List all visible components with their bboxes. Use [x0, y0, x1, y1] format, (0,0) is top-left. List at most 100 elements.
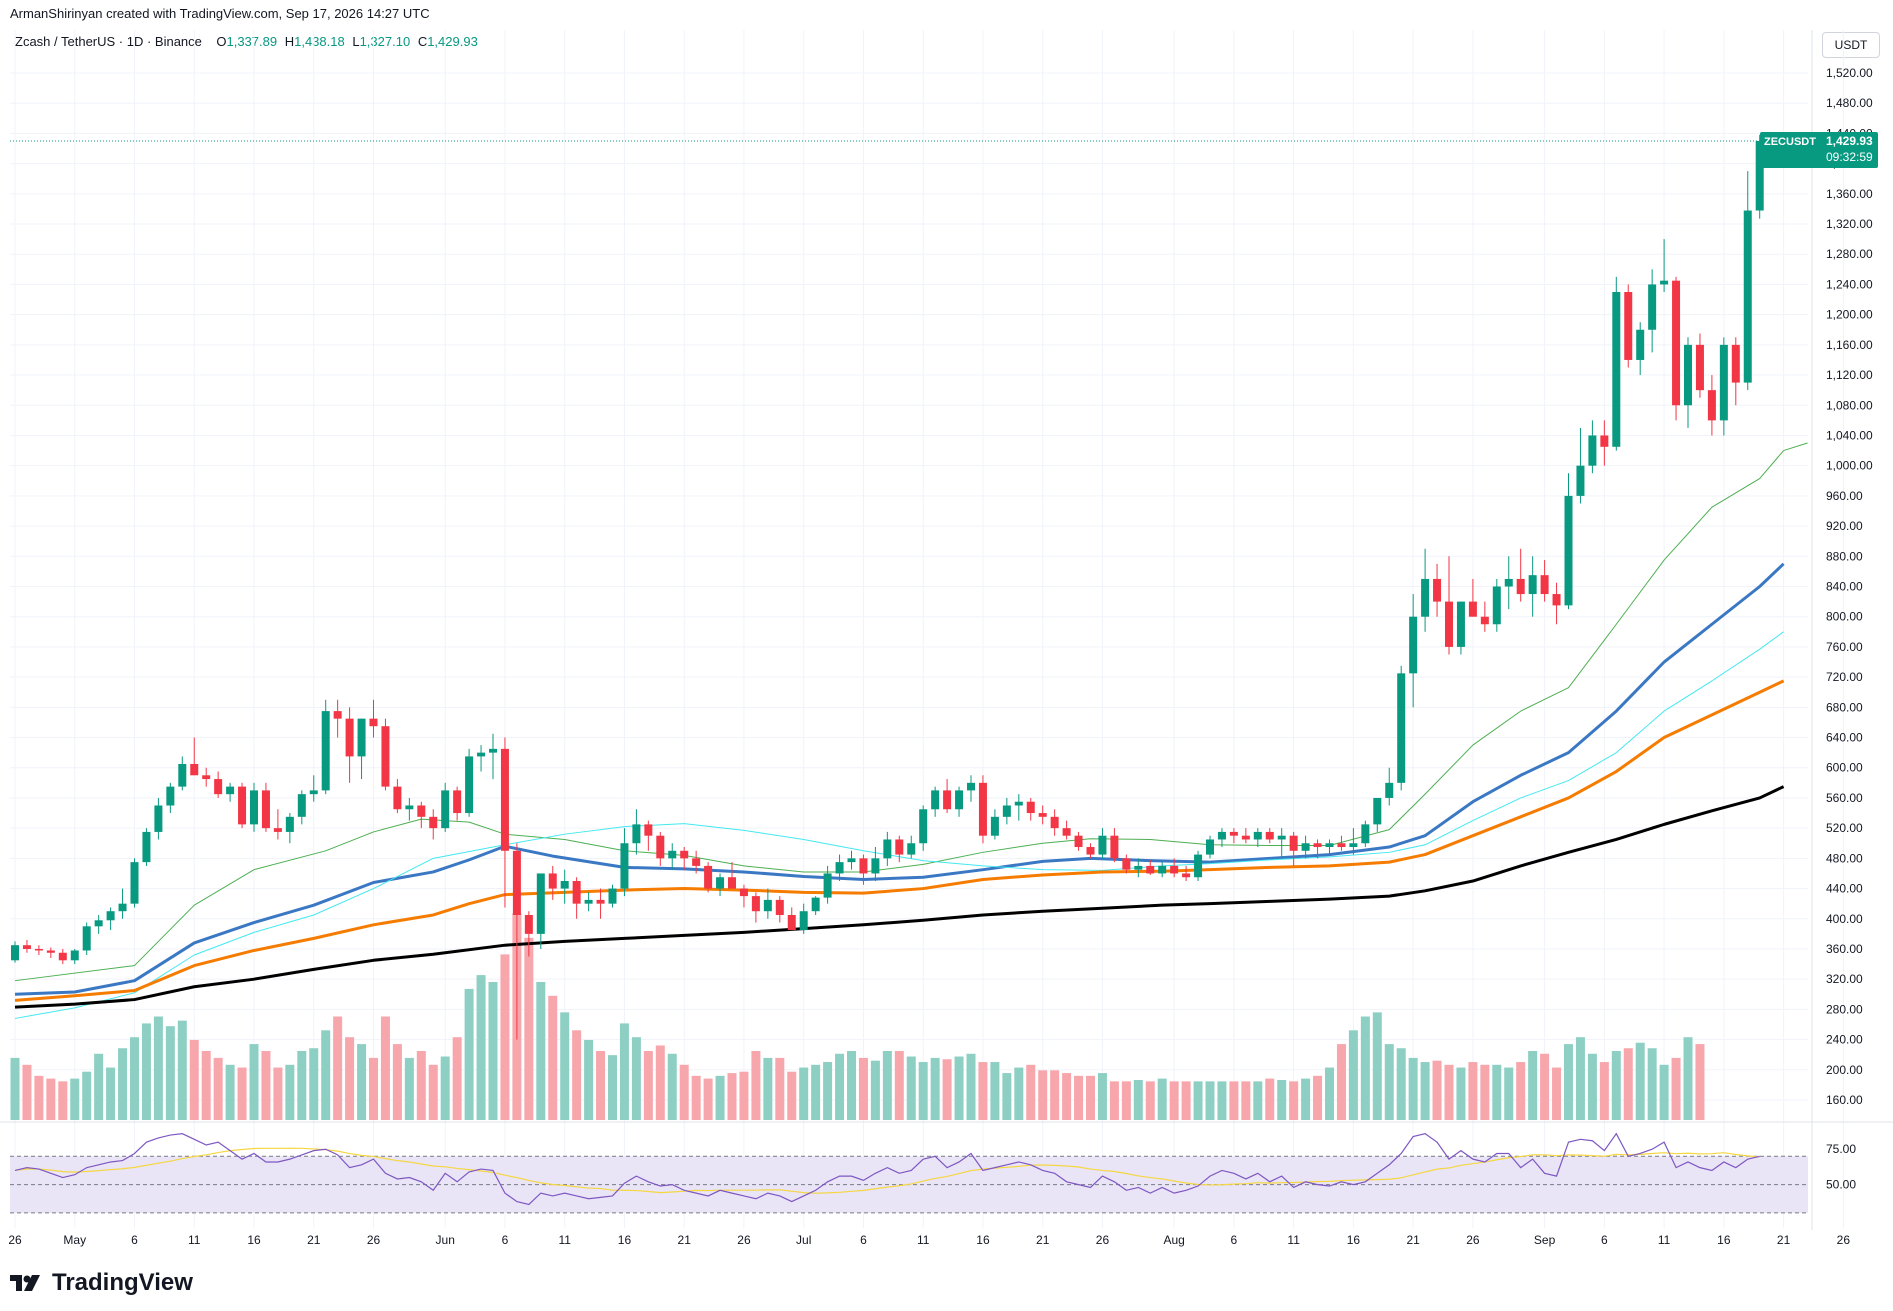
candle-body — [1409, 616, 1418, 674]
volume-bar-91 — [1097, 1073, 1107, 1120]
volume-bar-112 — [1348, 1030, 1358, 1120]
volume-bar-93 — [1121, 1081, 1131, 1120]
candle-80 — [967, 775, 975, 802]
candle-body — [46, 950, 55, 953]
price-axis[interactable]: 160.00 200.00 240.00 280.00 320.00 360.00 400.… — [1826, 66, 1873, 1107]
candle-54 — [656, 831, 665, 866]
candle-59 — [716, 873, 725, 897]
time-tick-10: 16 — [618, 1233, 632, 1247]
candle-22 — [273, 809, 282, 840]
candle-body — [608, 888, 617, 904]
candle-body — [943, 790, 952, 810]
price-tick-1: 200.00 — [1826, 1063, 1863, 1077]
candle-body — [787, 914, 796, 931]
volume-bar-113 — [1360, 1016, 1370, 1120]
volume-bar-118 — [1420, 1062, 1430, 1120]
volume-bar-67 — [811, 1064, 821, 1120]
volume-bar-104 — [1253, 1081, 1263, 1120]
candle-143 — [1719, 337, 1728, 436]
candle-114 — [1373, 797, 1382, 832]
rsi-tick-1: 50.00 — [1826, 1178, 1856, 1192]
candle-body — [1695, 344, 1704, 391]
price-tick-30: 1,360.00 — [1826, 187, 1873, 201]
volume-bar-137 — [1647, 1048, 1657, 1120]
symbol-title[interactable]: Zcash / TetherUS · 1D · Binance — [15, 34, 202, 49]
candle-body — [405, 805, 414, 810]
candle-body — [1014, 801, 1023, 806]
volume-bar-94 — [1133, 1079, 1143, 1120]
tradingview-logo[interactable]: TradingView — [10, 1268, 193, 1298]
candle-body — [333, 711, 342, 719]
candle-body — [1265, 831, 1274, 840]
candle-body — [1170, 865, 1179, 874]
price-tick-12: 640.00 — [1826, 731, 1863, 745]
price-tick-0: 160.00 — [1826, 1093, 1863, 1107]
chart-credit: ArmanShirinyan created with TradingView.… — [10, 6, 430, 21]
candle-body — [668, 850, 677, 859]
price-tick-17: 840.00 — [1826, 580, 1863, 594]
volume-bar-40 — [488, 982, 498, 1120]
candle-85 — [1026, 797, 1035, 821]
price-tick-27: 1,240.00 — [1826, 277, 1873, 291]
candle-body — [620, 843, 629, 889]
time-tick-25: Sep — [1534, 1233, 1556, 1247]
candle-38 — [465, 748, 474, 817]
candle-body — [154, 805, 163, 832]
volume-bar-60 — [727, 1073, 737, 1120]
candle-37 — [453, 786, 462, 821]
candle-28 — [345, 707, 354, 783]
candle-126 — [1516, 548, 1525, 602]
candle-body — [453, 790, 462, 814]
volume-bar-12 — [153, 1016, 163, 1120]
candle-24 — [297, 790, 306, 825]
candle-body — [1086, 847, 1095, 855]
candle-70 — [847, 850, 856, 870]
time-axis[interactable]: 26 May 6 11 16 21 26 Jun 6 11 16 21 26 Jul 6 11 16 21 26 Au… — [8, 1233, 1850, 1247]
volume-bar-59 — [715, 1075, 725, 1120]
volume-bar-9 — [118, 1048, 128, 1120]
candle-27 — [333, 699, 342, 738]
volume-bar-54 — [655, 1045, 665, 1120]
candle-body — [728, 877, 736, 889]
volume-bar-117 — [1408, 1057, 1418, 1120]
candle-body — [369, 718, 378, 727]
volume-bar-46 — [560, 1012, 570, 1120]
time-tick-23: 21 — [1406, 1233, 1420, 1247]
volume-bar-63 — [763, 1057, 773, 1120]
candle-body — [250, 790, 258, 825]
candle-135 — [1624, 284, 1633, 368]
candle-body — [297, 794, 306, 817]
open-value: 1,337.89 — [226, 34, 278, 49]
volume-bar-109 — [1313, 1075, 1323, 1120]
volume-bar-31 — [380, 1016, 390, 1120]
open-key: O — [216, 34, 227, 49]
volume-bar-28 — [345, 1037, 355, 1120]
candle-74 — [895, 835, 904, 863]
price-tick-28: 1,280.00 — [1826, 247, 1873, 261]
currency-button[interactable]: USDT — [1822, 32, 1880, 58]
volume-bar-116 — [1396, 1048, 1406, 1120]
candle-67 — [811, 896, 820, 915]
candle-63 — [763, 888, 772, 919]
volume-bar-25 — [309, 1048, 319, 1120]
candle-64 — [775, 896, 784, 923]
candle-body — [1217, 831, 1226, 840]
candle-81 — [978, 775, 987, 844]
volume-bar-121 — [1456, 1067, 1466, 1120]
price-tag-countdown: 09:32:59 — [1826, 150, 1873, 164]
volume-bar-92 — [1109, 1081, 1119, 1120]
candle-139 — [1672, 276, 1681, 421]
high-value: 1,438.18 — [294, 34, 345, 49]
candle-49 — [596, 888, 605, 919]
candle-34 — [417, 801, 426, 829]
high-key: H — [284, 34, 295, 49]
candle-body — [1600, 435, 1609, 447]
candle-body — [226, 786, 235, 795]
candle-131 — [1576, 427, 1585, 504]
volume-bar-52 — [631, 1037, 641, 1120]
candle-19 — [238, 782, 247, 829]
volume-bar-74 — [894, 1051, 904, 1120]
time-tick-7: Jun — [436, 1233, 455, 1247]
volume-bar-106 — [1277, 1079, 1287, 1120]
